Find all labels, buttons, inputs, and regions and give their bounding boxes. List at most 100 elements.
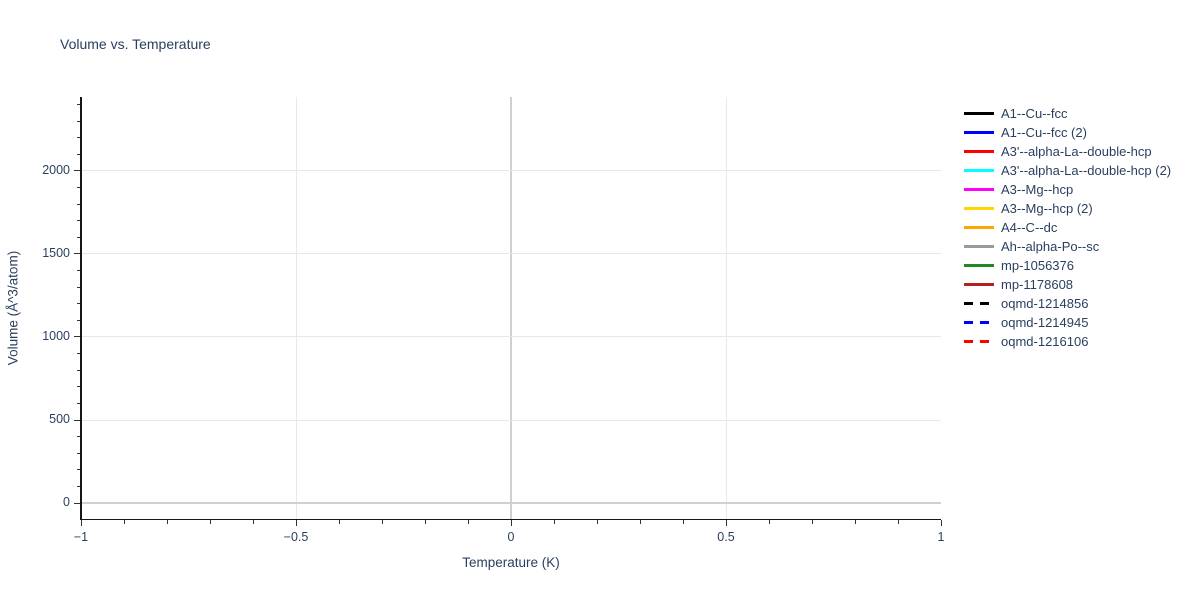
- legend-dashed-line-swatch: [964, 302, 994, 305]
- legend-label: oqmd-1214856: [1001, 296, 1089, 311]
- x-tick-label: −0.5: [283, 530, 309, 544]
- legend-label: A3--Mg--hcp: [1001, 182, 1074, 197]
- x-minor-tick: [381, 520, 383, 524]
- y-minor-tick: [77, 153, 80, 155]
- y-zeroline: [81, 502, 941, 505]
- x-minor-tick: [897, 520, 899, 524]
- horizontal-gridline: [81, 170, 941, 172]
- x-minor-tick: [467, 520, 469, 524]
- legend-label: mp-1056376: [1001, 258, 1074, 273]
- y-minor-tick: [77, 402, 80, 404]
- legend: A1--Cu--fcc A1--Cu--fcc (2) A3'--alpha-La-…: [964, 104, 1171, 351]
- y-minor-tick: [77, 103, 80, 105]
- y-minor-tick: [77, 452, 80, 454]
- legend-label: oqmd-1216106: [1001, 334, 1089, 349]
- horizontal-gridline: [81, 336, 941, 338]
- x-axis-title: Temperature (K): [462, 555, 560, 570]
- x-minor-tick: [854, 520, 856, 524]
- x-minor-tick: [811, 520, 813, 524]
- legend-item[interactable]: A3--Mg--hcp (2): [964, 199, 1171, 218]
- x-minor-tick: [166, 520, 168, 524]
- x-minor-tick: [682, 520, 684, 524]
- legend-line-swatch: [964, 188, 994, 191]
- horizontal-gridline: [81, 419, 941, 421]
- y-major-tick: [74, 419, 80, 421]
- y-minor-tick: [77, 286, 80, 288]
- x-minor-tick: [553, 520, 555, 524]
- y-minor-tick: [77, 353, 80, 355]
- y-minor-tick: [77, 187, 80, 188]
- legend-item[interactable]: mp-1056376: [964, 256, 1171, 275]
- legend-line-swatch: [964, 112, 994, 115]
- x-minor-tick: [596, 520, 598, 524]
- legend-line-swatch: [964, 150, 994, 153]
- y-axis-title: Volume (Å^3/atom): [5, 250, 21, 366]
- y-major-tick: [74, 170, 80, 172]
- y-minor-tick: [77, 236, 80, 238]
- legend-line-swatch: [964, 226, 994, 229]
- x-minor-tick: [768, 520, 770, 524]
- legend-item[interactable]: oqmd-1216106: [964, 332, 1171, 351]
- chart-title: Volume vs. Temperature: [60, 36, 211, 52]
- x-axis-line: [80, 518, 941, 520]
- y-major-tick: [74, 336, 80, 338]
- legend-item[interactable]: A4--C--dc: [964, 218, 1171, 237]
- x-major-tick: [295, 520, 297, 526]
- vertical-gridline: [295, 97, 297, 519]
- y-minor-tick: [77, 270, 80, 272]
- legend-item[interactable]: oqmd-1214856: [964, 294, 1171, 313]
- y-minor-tick: [77, 485, 80, 487]
- y-minor-tick: [77, 319, 80, 321]
- legend-label: A1--Cu--fcc (2): [1001, 125, 1087, 140]
- legend-label: mp-1178608: [1001, 277, 1074, 292]
- legend-line-swatch: [964, 264, 994, 267]
- x-minor-tick: [639, 520, 641, 524]
- y-tick-label: 0: [63, 495, 70, 510]
- x-major-tick: [80, 520, 82, 526]
- x-tick-label: 0: [507, 530, 515, 544]
- x-minor-tick: [209, 520, 211, 524]
- x-major-tick: [725, 520, 727, 526]
- vertical-gridline: [725, 97, 727, 519]
- legend-label: A3'--alpha-La--double-hcp (2): [1001, 163, 1172, 178]
- y-tick-label: 500: [49, 412, 70, 427]
- legend-line-swatch: [964, 169, 994, 172]
- legend-item[interactable]: A1--Cu--fcc (2): [964, 123, 1171, 142]
- y-minor-tick: [77, 386, 80, 388]
- y-tick-label: 2000: [42, 162, 70, 177]
- y-major-tick: [74, 253, 80, 255]
- horizontal-gridline: [81, 253, 941, 255]
- y-minor-tick: [77, 303, 80, 305]
- y-axis-line: [80, 97, 82, 519]
- legend-line-swatch: [964, 245, 994, 248]
- legend-item[interactable]: A3'--alpha-La--double-hcp: [964, 142, 1171, 161]
- x-major-tick: [940, 520, 942, 526]
- legend-item[interactable]: A1--Cu--fcc: [964, 104, 1171, 123]
- legend-item[interactable]: oqmd-1214945: [964, 313, 1171, 332]
- x-minor-tick: [424, 520, 426, 524]
- legend-item[interactable]: A3--Mg--hcp: [964, 180, 1171, 199]
- x-minor-tick: [123, 520, 125, 524]
- legend-dashed-line-swatch: [964, 321, 994, 324]
- y-minor-tick: [77, 120, 80, 122]
- y-tick-label: 1500: [42, 245, 70, 260]
- legend-line-swatch: [964, 131, 994, 134]
- y-minor-tick: [77, 436, 80, 438]
- legend-item[interactable]: mp-1178608: [964, 275, 1171, 294]
- legend-line-swatch: [964, 283, 994, 286]
- y-major-tick: [74, 502, 80, 504]
- legend-label: oqmd-1214945: [1001, 315, 1089, 330]
- y-minor-tick: [77, 469, 80, 471]
- x-major-tick: [510, 520, 512, 526]
- x-tick-label: −1: [73, 530, 89, 544]
- y-minor-tick: [77, 203, 80, 205]
- x-minor-tick: [338, 520, 340, 524]
- legend-label: A3--Mg--hcp (2): [1001, 201, 1093, 216]
- y-minor-tick: [77, 137, 80, 139]
- legend-item[interactable]: A3'--alpha-La--double-hcp (2): [964, 161, 1171, 180]
- legend-label: A3'--alpha-La--double-hcp: [1001, 144, 1152, 159]
- x-zeroline: [510, 97, 512, 519]
- y-minor-tick: [77, 369, 80, 371]
- legend-item[interactable]: Ah--alpha-Po--sc: [964, 237, 1171, 256]
